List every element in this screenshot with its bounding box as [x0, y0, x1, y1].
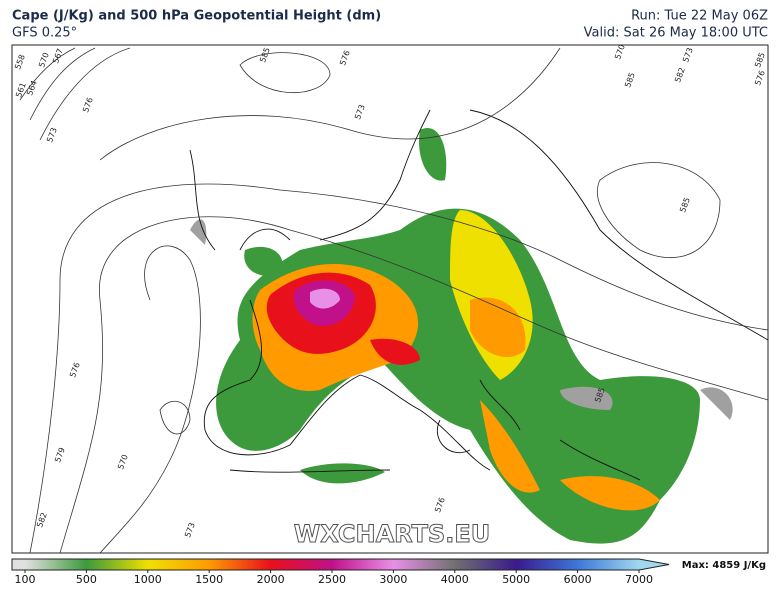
valid: Valid: Sat 26 May 18:00 UTC — [584, 26, 768, 41]
colorbar-segment — [209, 559, 272, 570]
contour-line — [19, 47, 561, 161]
cape-green — [419, 128, 447, 181]
model: GFS 0.25° — [12, 26, 77, 41]
cape-green — [300, 463, 385, 484]
max-label: Max: 4859 J/Kg — [682, 560, 766, 571]
contour-line — [239, 52, 331, 93]
contour-line — [29, 183, 769, 554]
colorbar-tick-label: 100 — [15, 573, 36, 586]
colorbar-tick-label: 6000 — [564, 573, 592, 586]
cape-orange — [480, 400, 660, 511]
colorbar-segment — [516, 559, 579, 570]
colorbar-start — [12, 559, 25, 570]
colorbar-arrow — [639, 559, 669, 570]
colorbar-tick-label: 7000 — [625, 573, 653, 586]
colorbar-tick-label: 1500 — [195, 573, 223, 586]
colorbar-tick-label: 3000 — [379, 573, 407, 586]
colorbar-tick-label: 2000 — [257, 573, 285, 586]
colorbar-segment — [577, 559, 640, 570]
colorbar-tick-label: 2500 — [318, 573, 346, 586]
cape-red — [370, 338, 420, 365]
colorbar: Max: 4859 J/Kg 100 500 1000 1500 2000 2500 300… — [11, 558, 766, 586]
run: Run: Tue 22 May 06Z — [631, 9, 768, 24]
contour-line — [59, 216, 769, 554]
title: Cape (J/Kg) and 500 hPa Geopotential Hei… — [12, 9, 381, 24]
contour-line — [159, 400, 191, 435]
colorbar-segment — [454, 559, 517, 570]
colorbar-segment — [147, 559, 210, 570]
colorbar-tick-label: 500 — [76, 573, 97, 586]
colorbar-tick-label: 4000 — [441, 573, 469, 586]
cape-orange — [470, 297, 526, 358]
colorbar-outline — [11, 558, 670, 571]
contour-line — [597, 162, 721, 259]
cape-green — [244, 246, 283, 277]
coastline — [189, 109, 769, 481]
colorbar-segment — [270, 559, 333, 570]
colorbar-segment — [332, 559, 394, 570]
colorbar-segment — [86, 559, 149, 570]
cape-pink — [310, 288, 340, 309]
contour-line — [99, 245, 201, 554]
watermark: WXCHARTS.EU — [294, 520, 490, 548]
colorbar-segment — [25, 559, 87, 570]
colorbar-tick-label: 5000 — [502, 573, 530, 586]
colorbar-tick-label: 1000 — [134, 573, 162, 586]
colorbar-segment — [393, 559, 456, 570]
